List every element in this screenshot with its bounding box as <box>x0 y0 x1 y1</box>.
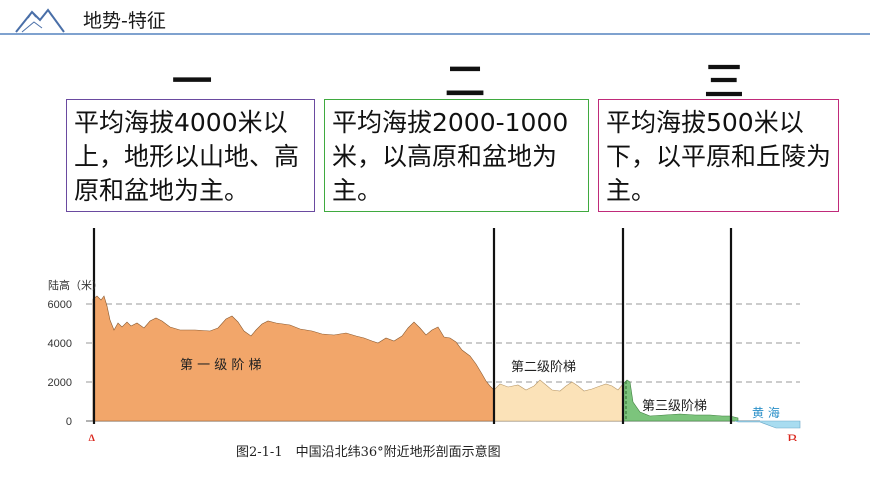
step-3-description: 平均海拔500米以下，以平原和丘陵为主。 <box>598 99 839 212</box>
slide-title: 地势-特征 <box>83 10 166 32</box>
header-divider <box>0 33 870 35</box>
stage-3-terrain <box>622 379 739 422</box>
step-1-description: 平均海拔4000米以上，地形以山地、高原和盆地为主。 <box>66 99 315 212</box>
y-tick-label: 4000 <box>48 338 72 350</box>
stage-1-terrain <box>92 295 495 422</box>
endpoint-a-label: A <box>86 432 98 441</box>
y-tick-label: 6000 <box>48 299 72 311</box>
y-axis-label: 陆高（米） <box>48 278 103 292</box>
chart-caption: 图2-1-1 中国沿北纬36°附近地形剖面示意图 <box>236 445 501 460</box>
stage-2-terrain <box>493 379 624 422</box>
sea-area <box>734 420 801 429</box>
region-label: 黄 海 <box>752 405 780 420</box>
step-2-description: 平均海拔2000-1000米，以高原和盆地为主。 <box>324 99 589 212</box>
region-label: 第三级阶梯 <box>642 399 707 414</box>
step-number-1: 一 <box>172 59 212 105</box>
region-label: 第二级阶梯 <box>511 360 576 375</box>
slide-header: 地势-特征 <box>0 0 870 36</box>
chart-areas <box>92 295 801 429</box>
mountain-logo-icon <box>15 8 65 33</box>
endpoint-b-label: B <box>787 432 798 441</box>
step-number-3: 三 <box>704 59 744 105</box>
y-tick-label: 2000 <box>48 377 72 389</box>
region-label: 第 一 级 阶 梯 <box>180 358 262 373</box>
step-dividers <box>92 228 733 424</box>
step-number-2: 二 <box>445 59 485 105</box>
y-tick-label: 0 <box>66 416 72 428</box>
